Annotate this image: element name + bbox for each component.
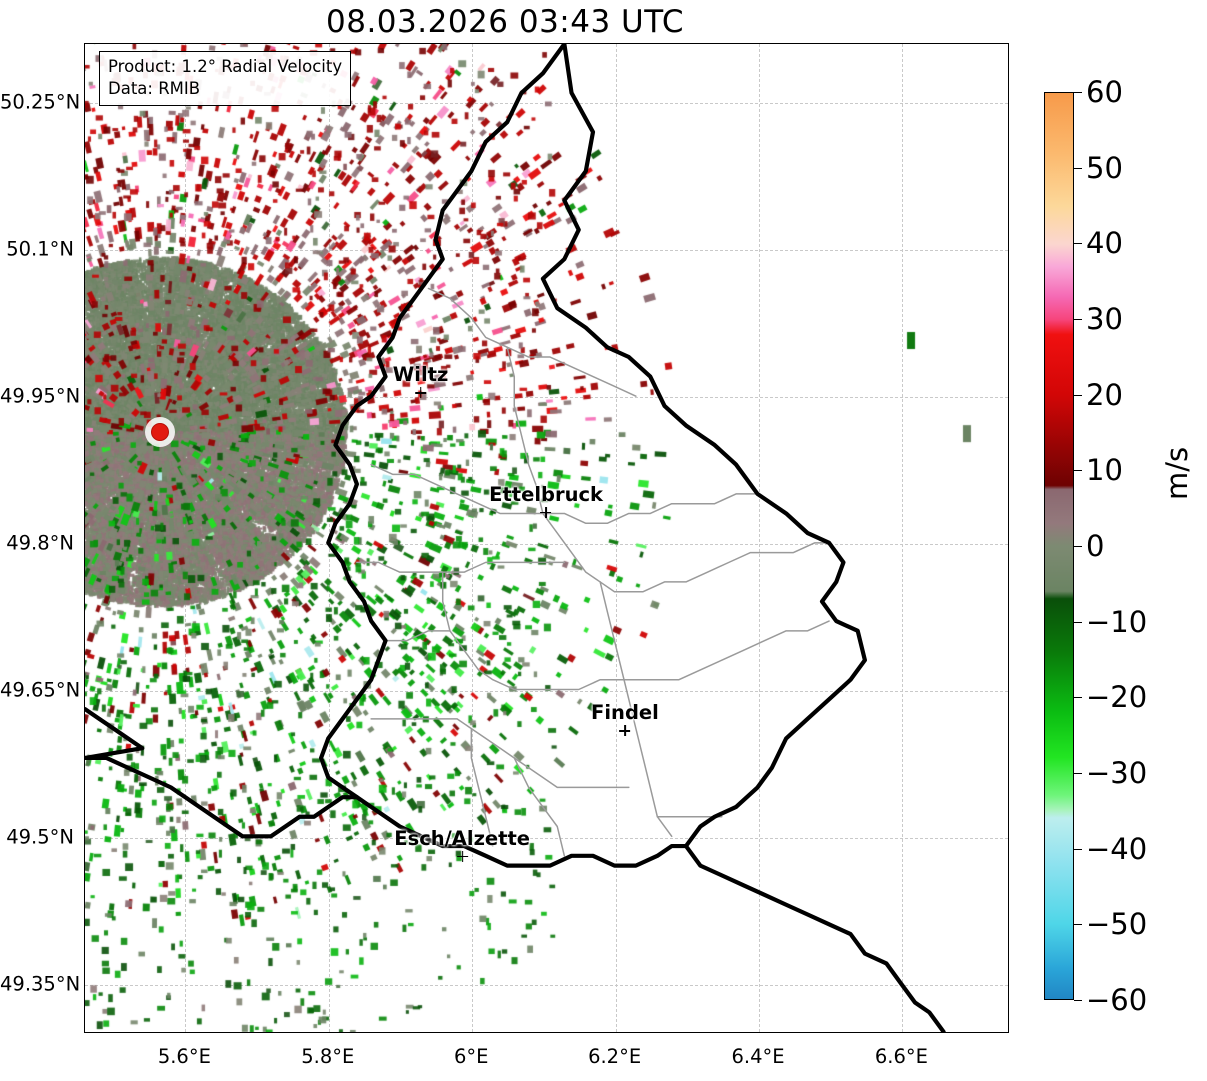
plot-inner: Wiltz Ettelbruck Findel Esch/Alzette Produc… — [85, 44, 1008, 1032]
colorbar-tick-label: 40 — [1086, 226, 1123, 261]
admin-border-line — [427, 287, 637, 397]
admin-border-line — [370, 718, 630, 789]
colorbar-tick-mark — [1074, 697, 1082, 699]
national-border-line — [318, 44, 689, 868]
x-axis-tick-label: 6.2°E — [588, 1045, 642, 1068]
x-axis-tick-label: 6.4°E — [731, 1045, 785, 1068]
national-border-lines — [85, 44, 946, 1032]
colorbar[interactable] — [1044, 92, 1074, 1000]
colorbar-tick-mark — [1074, 470, 1082, 472]
colorbar-tick-label: 0 — [1086, 529, 1105, 563]
colorbar-tick-mark — [1074, 167, 1082, 169]
admin-border-line — [356, 561, 566, 573]
x-axis-tick-label: 6.6°E — [874, 1045, 928, 1068]
colorbar-tick-mark — [1074, 546, 1082, 547]
admin-border-lines — [356, 287, 830, 857]
admin-border-line — [656, 620, 830, 681]
colorbar-tick-label: 60 — [1086, 75, 1123, 109]
colorbar-tick-mark — [1074, 621, 1082, 623]
admin-border-line — [513, 757, 566, 857]
info-data-line: Data: RMIB — [108, 78, 201, 98]
colorbar-tick-label: −50 — [1086, 907, 1148, 942]
radar-site-dot — [150, 423, 169, 442]
colorbar-tick-mark — [1074, 319, 1082, 320]
y-axis-tick-label: 49.65°N — [0, 678, 81, 702]
admin-border-line — [370, 463, 759, 525]
admin-border-line — [384, 630, 451, 642]
colorbar-tick-label: 50 — [1086, 150, 1123, 185]
y-axis-tick-label: 50.1°N — [6, 237, 74, 261]
y-axis-tick-label: 50.25°N — [0, 90, 81, 114]
radar-plot-area[interactable]: Wiltz Ettelbruck Findel Esch/Alzette Produc… — [84, 43, 1009, 1033]
admin-border-line — [470, 727, 494, 847]
admin-border-line — [506, 346, 537, 485]
info-product-line: Product: 1.2° Radial Velocity — [108, 57, 343, 76]
colorbar-tick-label: −60 — [1086, 983, 1148, 1017]
colorbar-unit-label: m/s — [1160, 446, 1194, 500]
admin-border-line — [534, 483, 830, 593]
radar-site-marker — [144, 417, 175, 448]
colorbar-tick-mark — [1074, 394, 1082, 396]
national-border-line — [85, 755, 360, 839]
admin-border-line — [599, 581, 673, 838]
national-border-line — [540, 44, 946, 1032]
colorbar-gradient — [1045, 93, 1073, 999]
page-title: 08.03.2026 03:43 UTC — [326, 4, 684, 40]
colorbar-tick-mark — [1074, 1000, 1082, 1001]
colorbar-tick-label: −10 — [1086, 604, 1148, 639]
colorbar-tick-label: −30 — [1086, 756, 1148, 790]
y-axis-tick-label: 49.95°N — [0, 384, 81, 408]
colorbar-tick-mark — [1074, 773, 1082, 774]
colorbar-tick-mark — [1074, 243, 1082, 245]
y-axis-tick-label: 49.8°N — [6, 531, 74, 555]
product-info-box: Product: 1.2° Radial Velocity Data: RMIB — [99, 51, 352, 106]
y-axis-tick-label: 49.35°N — [0, 972, 81, 996]
x-axis-tick-label: 5.8°E — [301, 1045, 355, 1068]
colorbar-tick-label: −40 — [1086, 831, 1148, 866]
x-axis-tick-label: 6°E — [453, 1045, 489, 1068]
colorbar-tick-label: −20 — [1086, 680, 1148, 715]
x-axis-tick-label: 5.6°E — [157, 1045, 211, 1068]
colorbar-tick-label: 30 — [1086, 302, 1123, 336]
colorbar-tick-label: 20 — [1086, 377, 1123, 412]
admin-border-line — [441, 571, 659, 691]
y-axis-tick-label: 49.5°N — [6, 825, 74, 849]
colorbar-tick-mark — [1074, 92, 1082, 93]
colorbar-tick-mark — [1074, 924, 1082, 926]
map-borders-layer — [85, 44, 946, 1032]
colorbar-tick-mark — [1074, 848, 1082, 850]
national-border-line — [85, 706, 145, 761]
colorbar-tick-label: 10 — [1086, 453, 1123, 488]
